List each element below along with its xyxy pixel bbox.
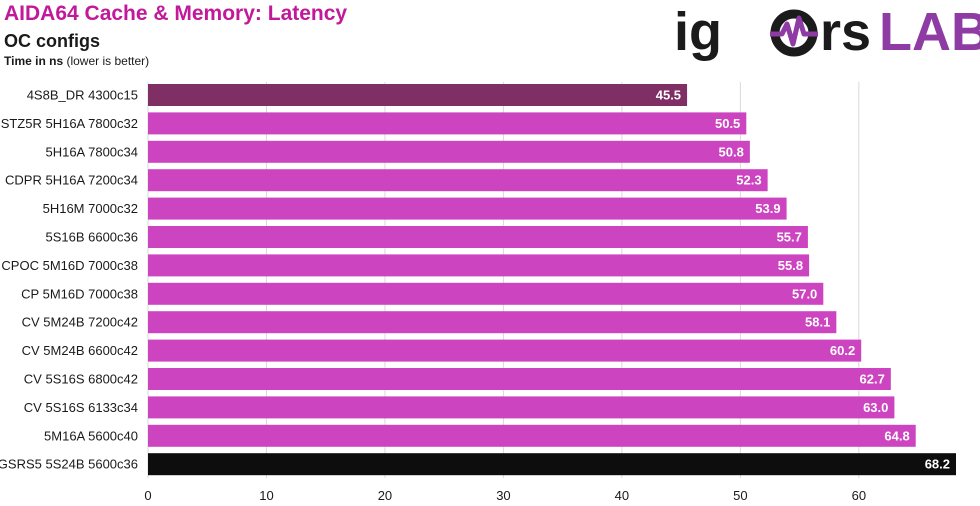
value-label: 45.5 <box>656 88 681 103</box>
x-tick-label: 10 <box>259 488 273 503</box>
unit-bold: Time in ns <box>4 54 64 68</box>
chart-title: AIDA64 Cache & Memory: Latency <box>4 2 348 25</box>
bar-5 <box>148 226 808 248</box>
x-tick-label: 50 <box>733 488 747 503</box>
bar-3 <box>148 169 768 192</box>
x-tick-label: 0 <box>144 488 151 503</box>
category-label: CV 5S16S 6800c42 <box>24 372 138 387</box>
category-label: 4S8B_DR 4300c15 <box>27 88 138 103</box>
x-tick-label: 20 <box>378 488 392 503</box>
bar-12 <box>148 424 916 447</box>
bar-2 <box>148 140 750 163</box>
category-label: GSTZ5R 5H16A 7800c32 <box>0 116 138 131</box>
value-label: 55.8 <box>778 258 803 273</box>
value-label: 57.0 <box>792 286 817 301</box>
x-tick-label: 40 <box>615 488 629 503</box>
category-label: CV 5M24B 7200c42 <box>22 315 138 330</box>
value-label: 62.7 <box>860 372 885 387</box>
category-label: CP 5M16D 7000c38 <box>21 286 138 301</box>
bar-0 <box>148 84 688 106</box>
value-label: 63.0 <box>863 400 888 415</box>
logo-text-rs: rs <box>820 2 871 62</box>
value-label: 50.8 <box>719 144 744 159</box>
bar-4 <box>148 197 787 220</box>
category-label: CV 5S16S 6133c34 <box>24 400 138 415</box>
category-label: 5H16M 7000c32 <box>43 201 138 216</box>
bar-8 <box>148 311 837 334</box>
logo-text-ig: ig <box>674 2 722 62</box>
value-label: 60.2 <box>830 343 855 358</box>
igorslab-logo: ig rs LAB <box>674 2 980 62</box>
bar-10 <box>148 368 891 390</box>
value-label: 55.7 <box>777 230 802 245</box>
value-label: 53.9 <box>755 201 780 216</box>
bar-11 <box>148 396 895 419</box>
category-label: CPOC 5M16D 7000c38 <box>1 258 138 273</box>
value-label: 52.3 <box>736 173 761 188</box>
category-label: CDPR 5H16A 7200c34 <box>5 173 138 188</box>
category-label: CV 5M24B 6600c42 <box>22 343 138 358</box>
x-tick-label: 30 <box>496 488 510 503</box>
value-label: 68.2 <box>925 457 950 472</box>
bar-13 <box>148 453 956 476</box>
bar-7 <box>148 282 824 305</box>
category-label: GSRS5 5S24B 5600c36 <box>0 457 138 472</box>
x-tick-label: 60 <box>852 488 866 503</box>
value-label: 64.8 <box>884 428 909 443</box>
value-label: 50.5 <box>715 116 740 131</box>
bar-6 <box>148 254 810 277</box>
chart-subtitle: OC configs <box>4 31 101 51</box>
logo-heartbeat-o-icon <box>770 9 818 57</box>
unit-note: Time in ns (lower is better) <box>4 54 149 68</box>
category-label: 5M16A 5600c40 <box>44 428 138 443</box>
x-axis-ticks: 0 10 20 30 40 50 60 <box>144 488 866 503</box>
bar-9 <box>148 339 862 362</box>
category-labels: 4S8B_DR 4300c15 GSTZ5R 5H16A 7800c32 5H16A… <box>0 88 138 472</box>
value-label: 58.1 <box>805 315 830 330</box>
category-label: 5H16A 7800c34 <box>45 144 138 159</box>
bar-layer <box>148 84 956 476</box>
value-labels: 45.5 50.5 50.8 52.3 53.9 55.7 55.8 57.0 58.160.2… <box>656 88 950 472</box>
bar-1 <box>148 112 747 135</box>
category-label: 5S16B 6600c36 <box>45 230 138 245</box>
unit-rest: (lower is better) <box>63 54 150 68</box>
logo-text-lab: LAB <box>879 2 980 62</box>
